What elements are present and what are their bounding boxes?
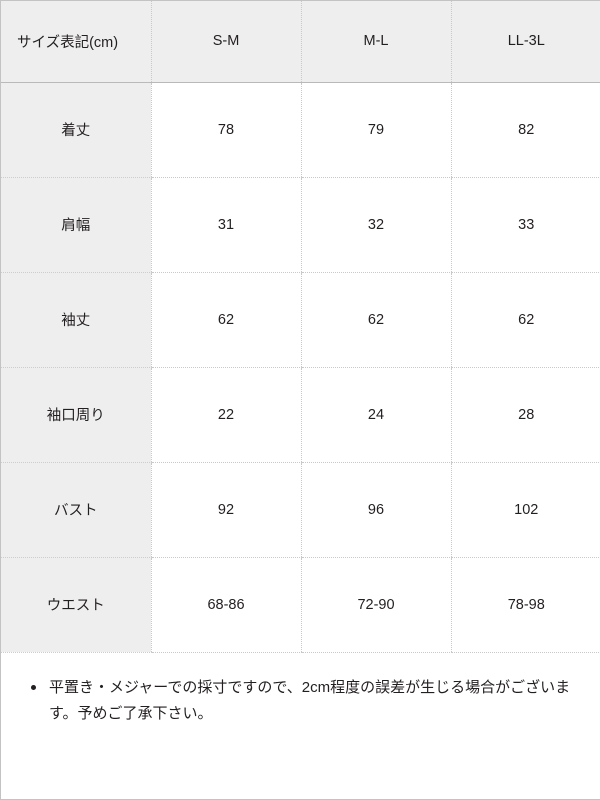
list-item: 平置き・メジャーでの採寸ですので、2cm程度の誤差が生じる場合がございます。予め… bbox=[31, 675, 575, 728]
footnote-list: 平置き・メジャーでの採寸ですので、2cm程度の誤差が生じる場合がございます。予め… bbox=[27, 675, 575, 728]
header-size-m-l: M-L bbox=[300, 1, 451, 83]
footnote-cell: 平置き・メジャーでの採寸ですので、2cm程度の誤差が生じる場合がございます。予め… bbox=[1, 652, 600, 799]
table-header: サイズ表記(cm) S-M M-L LL-3L bbox=[1, 1, 600, 83]
header-label-column: サイズ表記(cm) bbox=[1, 1, 151, 83]
row-label: バスト bbox=[1, 462, 151, 558]
row-label: 着丈 bbox=[1, 82, 151, 178]
row-value: 102 bbox=[450, 462, 600, 558]
row-value: 33 bbox=[450, 177, 600, 273]
row-value: 82 bbox=[450, 82, 600, 178]
row-value: 62 bbox=[300, 272, 451, 368]
row-value: 92 bbox=[150, 462, 301, 558]
row-label: 肩幅 bbox=[1, 177, 151, 273]
header-size-ll-3l: LL-3L bbox=[450, 1, 600, 83]
row-value: 28 bbox=[450, 367, 600, 463]
table-row: バスト 92 96 102 bbox=[1, 462, 600, 558]
table-row: 袖口周り 22 24 28 bbox=[1, 367, 600, 463]
header-row: サイズ表記(cm) S-M M-L LL-3L bbox=[1, 1, 600, 83]
row-value: 32 bbox=[300, 177, 451, 273]
row-value: 24 bbox=[300, 367, 451, 463]
footnote-row: 平置き・メジャーでの採寸ですので、2cm程度の誤差が生じる場合がございます。予め… bbox=[1, 652, 600, 799]
row-value: 62 bbox=[150, 272, 301, 368]
row-value: 68-86 bbox=[150, 557, 301, 653]
row-label: ウエスト bbox=[1, 557, 151, 653]
row-value: 78-98 bbox=[450, 557, 600, 653]
row-value: 31 bbox=[150, 177, 301, 273]
table-body: 着丈 78 79 82 肩幅 31 32 33 袖丈 62 62 62 袖口周り… bbox=[1, 82, 600, 799]
row-label: 袖口周り bbox=[1, 367, 151, 463]
row-value: 78 bbox=[150, 82, 301, 178]
table-row: 着丈 78 79 82 bbox=[1, 82, 600, 178]
table-row: 袖丈 62 62 62 bbox=[1, 272, 600, 368]
header-size-s-m: S-M bbox=[150, 1, 301, 83]
row-value: 72-90 bbox=[300, 557, 451, 653]
row-label: 袖丈 bbox=[1, 272, 151, 368]
footnote-text: 平置き・メジャーでの採寸ですので、2cm程度の誤差が生じる場合がございます。予め… bbox=[49, 678, 571, 722]
row-value: 79 bbox=[300, 82, 451, 178]
row-value: 96 bbox=[300, 462, 451, 558]
row-value: 22 bbox=[150, 367, 301, 463]
table-row: 肩幅 31 32 33 bbox=[1, 177, 600, 273]
bullet-point-icon bbox=[31, 685, 36, 691]
row-value: 62 bbox=[450, 272, 600, 368]
table-row: ウエスト 68-86 72-90 78-98 bbox=[1, 557, 600, 653]
